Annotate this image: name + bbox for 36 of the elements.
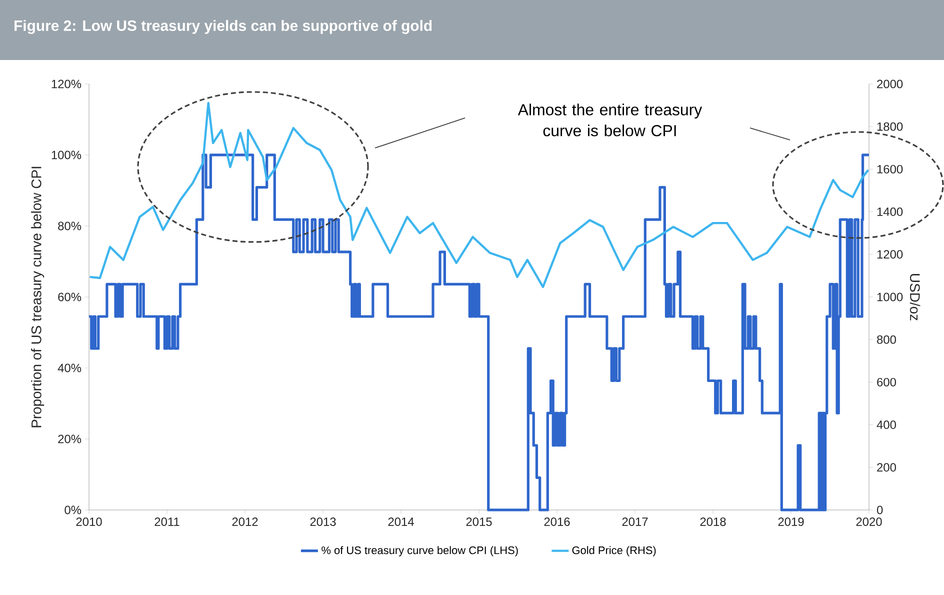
x-tick-label: 2016 — [544, 518, 570, 526]
x-tick-label: 2014 — [388, 518, 414, 526]
annotation: Almost the entire treasury curve is below CPI — [518, 104, 702, 136]
x-tick-label: 2018 — [700, 518, 726, 526]
x-tick-label: 2020 — [856, 518, 882, 526]
x-tick-label: 2015 — [466, 518, 492, 526]
y2-tick-label: 600 — [877, 378, 896, 386]
y2-tick-label: 200 — [877, 463, 896, 472]
y2-tick-label: 1600 — [877, 164, 903, 174]
x-tick-label: 2017 — [622, 518, 648, 526]
y-tick-label: 20% — [58, 434, 82, 444]
y2-tick-label: 1400 — [877, 208, 903, 216]
y-tick-label: 0% — [64, 506, 82, 514]
y2-axis-title: USD/oz — [910, 274, 920, 320]
y-tick-label: 60% — [58, 292, 82, 302]
y2-tick-label: 400 — [876, 420, 896, 430]
x-tick-label: 2019 — [778, 518, 804, 526]
y2-tick-label: 2000 — [877, 80, 903, 88]
y-tick-label: 120% — [52, 80, 82, 88]
y2-tick-label: 800 — [877, 335, 896, 344]
y2-tick-label: 1000 — [877, 292, 903, 302]
y2-tick-label: 1800 — [877, 122, 903, 131]
x-tick-label: 2011 — [154, 518, 180, 526]
y-tick-label: 100% — [52, 150, 82, 160]
chart-title: Figure 2: Low US treasury yields can be supportive of gold — [14, 20, 432, 34]
legend-label: Gold Price (RHS) — [572, 546, 656, 556]
y-axis-title: Proportion of US treasury curve below CPI — [31, 166, 44, 428]
legend-label: % of US treasury curve below CPI (LHS) — [322, 546, 518, 556]
x-tick-label: 2010 — [76, 518, 102, 526]
y2-tick-label: 0 — [876, 506, 883, 514]
x-tick-label: 2013 — [310, 518, 336, 526]
x-tick-label: 2012 — [232, 518, 258, 526]
line-series — [88, 102, 870, 288]
y-tick-label: 40% — [58, 364, 82, 372]
y-tick-label: 80% — [58, 222, 82, 230]
y2-tick-label: 1200 — [877, 250, 903, 259]
